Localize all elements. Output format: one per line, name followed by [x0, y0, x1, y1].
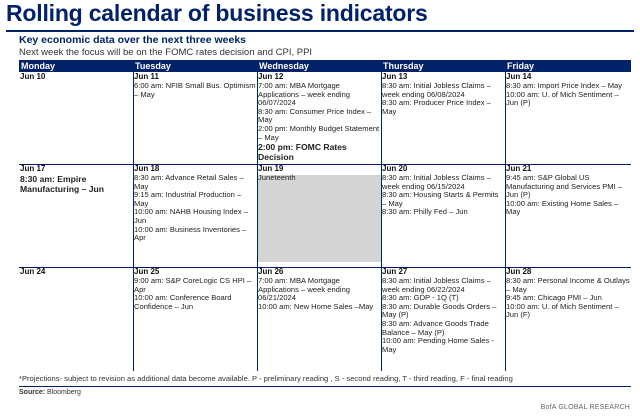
event-item: 10:00 am: U. of Mich Sentiment – Jun (F) [506, 301, 619, 320]
calendar-cell-thursday: Jun 27 8:30 am: Initial Jobless Claims – … [381, 267, 505, 371]
event-item: 8:30 am: GDP - 1Q (T) [382, 293, 459, 303]
day-header-thursday: Thursday [383, 61, 424, 71]
column-divider [381, 72, 382, 371]
calendar-cell-monday: Jun 17 8:30 am: Empire Manufacturing – Ju… [19, 164, 133, 267]
calendar-cell-tuesday: Jun 18 8:30 am: Advance Retail Sales – Ma… [133, 164, 257, 267]
event-item: 8:30 am: Producer Price Index – May [382, 98, 491, 116]
event-item: 10:00 am: New Home Sales –May [258, 301, 374, 311]
footnote: *Projections- subject to revision as add… [19, 374, 513, 383]
event-item: 8:30 am: Durable Goods Orders – May (P) [382, 301, 497, 320]
calendar-cell-monday: Jun 24 [19, 267, 133, 371]
source-value: Bloomberg [47, 389, 81, 396]
calendar-cell-wednesday: Jun 26 7:00 am: MBA Mortgage Applications… [257, 267, 381, 371]
page-title: Rolling calendar of business indicators [6, 0, 428, 26]
event-item: 7:00 am: MBA Mortgage Applications – wee… [258, 276, 351, 303]
event-item: 8:30 am: Personal Income & Outlays – May [506, 276, 630, 294]
holiday-shade [258, 175, 381, 262]
brand-label: BofA GLOBAL RESEARCH [540, 404, 630, 411]
cell-date: Jun 20 [382, 164, 408, 173]
event-item: 10:00 am: Conference Board Confidence – … [134, 293, 232, 311]
event-item: 8:30 am: Consumer Price Index – May [258, 106, 372, 125]
event-item: 8:30 am: Philly Fed – Jun [382, 207, 468, 217]
cell-date: Jun 13 [382, 72, 408, 81]
event-item: 8:30 am: Initial Jobless Claims – week e… [382, 81, 491, 99]
event-item: 10:00 am: Pending Home Sales - May [382, 336, 494, 354]
event-item: 9:15 am: Industrial Production – May [134, 190, 242, 208]
column-divider [133, 72, 134, 371]
cell-date: Jun 25 [134, 267, 160, 276]
event-item: 7:00 am: MBA Mortgage Applications – wee… [258, 81, 351, 108]
column-divider [505, 72, 506, 371]
cell-date: Jun 19 [258, 164, 284, 173]
event-item: 9:00 am: S&P CoreLogic CS HPI – Apr [134, 276, 252, 294]
source-line: Source: Bloomberg [19, 389, 81, 396]
event-item: 9:45 am: Chicago PMI – Jun [506, 293, 602, 303]
row-divider [19, 267, 631, 268]
calendar-cell-thursday: Jun 13 8:30 am: Initial Jobless Claims – … [381, 72, 505, 164]
day-header-friday: Friday [507, 61, 535, 71]
calendar-cell-wednesday: Jun 12 7:00 am: MBA Mortgage Applications… [257, 72, 381, 164]
event-item: 10:00 am: NAHB Housing Index – Jun [134, 207, 248, 225]
event-item: 8:30 am: Advance Retail Sales – May [134, 173, 244, 191]
calendar-cell-monday: Jun 10 [19, 72, 133, 164]
calendar-cell-thursday: Jun 20 8:30 am: Initial Jobless Claims – … [381, 164, 505, 267]
cell-date: Jun 17 [20, 164, 46, 173]
day-header-wednesday: Wednesday [259, 61, 309, 71]
bottom-rule [19, 386, 631, 387]
subtitle-note: Next week the focus will be on the FOMC … [19, 47, 313, 58]
day-header-monday: Monday [21, 61, 56, 71]
event-item: 8:30 am: Housing Starts & Permits – May [382, 190, 499, 208]
cell-date: Jun 28 [506, 267, 532, 276]
calendar-cell-tuesday: Jun 25 9:00 am: S&P CoreLogic CS HPI – Ap… [133, 267, 257, 371]
source-label: Source: [19, 389, 46, 396]
event-item: 10:00 am: Existing Home Sales – May [506, 198, 619, 217]
cell-date: Jun 26 [258, 267, 284, 276]
cell-date: Jun 12 [258, 72, 284, 81]
cell-date: Jun 14 [506, 72, 532, 81]
calendar-cell-wednesday: Jun 19 Juneteenth [257, 164, 381, 267]
calendar-header: Monday Tuesday Wednesday Thursday Friday [19, 60, 631, 72]
cell-date: Jun 18 [134, 164, 160, 173]
cell-date: Jun 27 [382, 267, 408, 276]
subtitle: Key economic data over the next three we… [19, 34, 247, 46]
event-item: 8:30 am: Import Price Index – May [506, 81, 623, 90]
calendar-cell-friday: Jun 28 8:30 am: Personal Income & Outlays… [505, 267, 631, 371]
key-event-item: 8:30 am: Empire Manufacturing – Jun [20, 174, 105, 194]
event-item: 8:30 am: Initial Jobless Claims – week e… [382, 276, 491, 294]
event-item: 10:00 am: Business Inventories – Apr [134, 224, 247, 243]
event-item: 2:00 pm: Monthly Budget Statement – May [258, 123, 380, 142]
calendar-cell-friday: Jun 21 9:45 am: S&P Global US Manufacturi… [505, 164, 631, 267]
key-event-item: 2:00 pm: FOMC Rates Decision [258, 142, 347, 163]
cell-date: Jun 11 [134, 72, 159, 81]
event-item: 10:00 am: U. of Mich Sentiment – Jun (P) [506, 89, 619, 108]
title-rule [6, 30, 634, 32]
event-item: 8:30 am: Initial Jobless Claims – week e… [382, 173, 491, 191]
calendar-cell-tuesday: Jun 11 6:00 am: NFIB Small Bus. Optimism … [133, 72, 257, 164]
column-divider [257, 72, 258, 371]
event-item: 8:30 am: Advance Goods Trade Balance – M… [382, 318, 489, 337]
event-item: 9:45 am: S&P Global US Manufacturing and… [506, 173, 623, 200]
event-item: 6:00 am: NFIB Small Bus. Optimism – May [134, 81, 256, 99]
day-header-tuesday: Tuesday [135, 61, 171, 71]
cell-date: Jun 24 [20, 267, 46, 276]
calendar-cell-friday: Jun 14 8:30 am: Import Price Index – May 1… [505, 72, 631, 164]
holiday-label: Juneteenth [258, 173, 296, 182]
cell-date: Jun 21 [506, 164, 532, 173]
row-divider [19, 164, 631, 165]
cell-date: Jun 10 [20, 72, 46, 81]
